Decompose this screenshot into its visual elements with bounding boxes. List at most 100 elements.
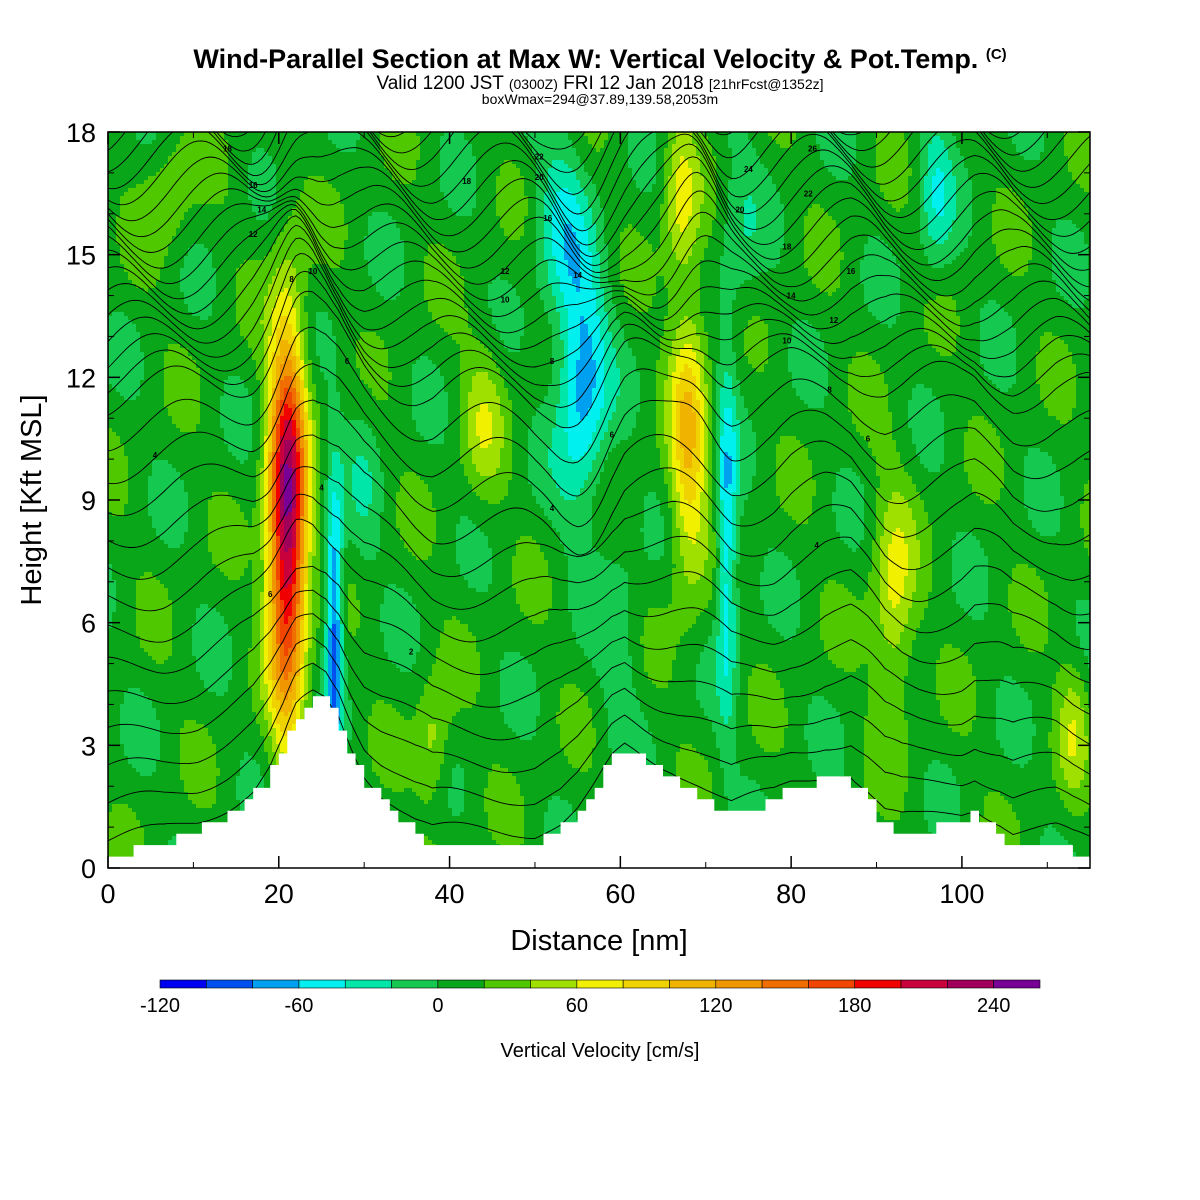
w-field-cell <box>136 160 141 165</box>
w-field-cell <box>332 172 337 177</box>
w-field-cell <box>624 192 629 197</box>
w-field-cell <box>840 176 845 181</box>
w-field-cell <box>132 140 137 145</box>
w-field-cell <box>904 152 909 157</box>
w-field-cell <box>212 148 217 153</box>
w-field-cell <box>136 156 141 161</box>
w-field-cell <box>212 176 217 181</box>
w-field-cell <box>372 192 377 197</box>
w-field-cell <box>1036 180 1041 185</box>
w-field-cell <box>524 192 529 197</box>
w-field-cell <box>588 156 593 161</box>
w-field-cell <box>712 140 717 145</box>
w-field-cell <box>1056 172 1061 177</box>
w-field-cell <box>164 184 169 189</box>
w-field-cell <box>488 160 493 165</box>
w-field-cell <box>564 152 569 157</box>
w-field-cell <box>664 136 669 141</box>
w-field-cell <box>508 184 513 189</box>
w-field-cell <box>620 152 625 157</box>
w-field-cell <box>1068 140 1073 145</box>
w-field-cell <box>208 164 213 169</box>
w-field-cell <box>196 152 201 157</box>
w-field-cell <box>452 144 457 149</box>
w-field-cell <box>480 140 485 145</box>
w-field-cell <box>588 136 593 141</box>
w-field-cell <box>676 172 681 177</box>
w-field-cell <box>896 164 901 169</box>
w-field-cell <box>652 144 657 149</box>
w-field-cell <box>792 180 797 185</box>
w-field-cell <box>144 148 149 153</box>
w-field-cell <box>1072 160 1077 165</box>
w-field-cell <box>476 192 481 197</box>
w-field-cell <box>120 168 125 173</box>
w-field-cell <box>328 164 333 169</box>
w-field-cell <box>756 136 761 141</box>
w-field-cell <box>888 148 893 153</box>
w-field-cell <box>968 172 973 177</box>
w-field-cell <box>516 184 521 189</box>
w-field-cell <box>516 192 521 197</box>
w-field-cell <box>408 160 413 165</box>
w-field-cell <box>568 180 573 185</box>
w-field-cell <box>884 164 889 169</box>
w-field-cell <box>488 152 493 157</box>
w-field-cell <box>296 168 301 173</box>
w-field-cell <box>924 176 929 181</box>
w-field-cell <box>1080 164 1085 169</box>
w-field-cell <box>748 152 753 157</box>
w-field-cell <box>1080 188 1085 193</box>
w-field-cell <box>984 152 989 157</box>
w-field-cell <box>484 136 489 141</box>
w-field-cell <box>296 192 301 197</box>
w-field-cell <box>512 156 517 161</box>
w-field-cell <box>648 184 653 189</box>
w-field-cell <box>976 176 981 181</box>
w-field-cell <box>148 164 153 169</box>
w-field-cell <box>912 180 917 185</box>
w-field-cell <box>496 160 501 165</box>
w-field-cell <box>180 184 185 189</box>
w-field-cell <box>372 176 377 181</box>
w-field-cell <box>1048 144 1053 149</box>
w-field-cell <box>208 160 213 165</box>
w-field-cell <box>1008 140 1013 145</box>
w-field-cell <box>224 184 229 189</box>
w-field-cell <box>988 168 993 173</box>
w-field-cell <box>432 136 437 141</box>
w-field-cell <box>416 136 421 141</box>
w-field-cell <box>872 156 877 161</box>
w-field-cell <box>664 192 669 197</box>
w-field-cell <box>476 144 481 149</box>
w-field-cell <box>620 188 625 193</box>
w-field-cell <box>804 164 809 169</box>
w-field-cell <box>424 180 429 185</box>
w-field-cell <box>380 136 385 141</box>
w-field-cell <box>492 188 497 193</box>
w-field-cell <box>980 172 985 177</box>
w-field-cell <box>1024 140 1029 145</box>
w-field-cell <box>456 188 461 193</box>
w-field-cell <box>620 184 625 189</box>
w-field-cell <box>668 160 673 165</box>
w-field-cell <box>440 160 445 165</box>
w-field-cell <box>124 136 129 141</box>
w-field-cell <box>764 136 769 141</box>
w-field-cell <box>132 164 137 169</box>
w-field-cell <box>328 144 333 149</box>
w-field-cell <box>1076 180 1081 185</box>
w-field-cell <box>240 192 245 197</box>
w-field-cell <box>956 180 961 185</box>
w-field-cell <box>1036 152 1041 157</box>
w-field-cell <box>728 140 733 145</box>
w-field-cell <box>620 148 625 153</box>
w-field-cell <box>1048 140 1053 145</box>
w-field-cell <box>168 172 173 177</box>
w-field-cell <box>512 184 517 189</box>
w-field-cell <box>1032 172 1037 177</box>
w-field-cell <box>840 172 845 177</box>
w-field-cell <box>1060 156 1065 161</box>
w-field-cell <box>124 140 129 145</box>
w-field-cell <box>468 148 473 153</box>
